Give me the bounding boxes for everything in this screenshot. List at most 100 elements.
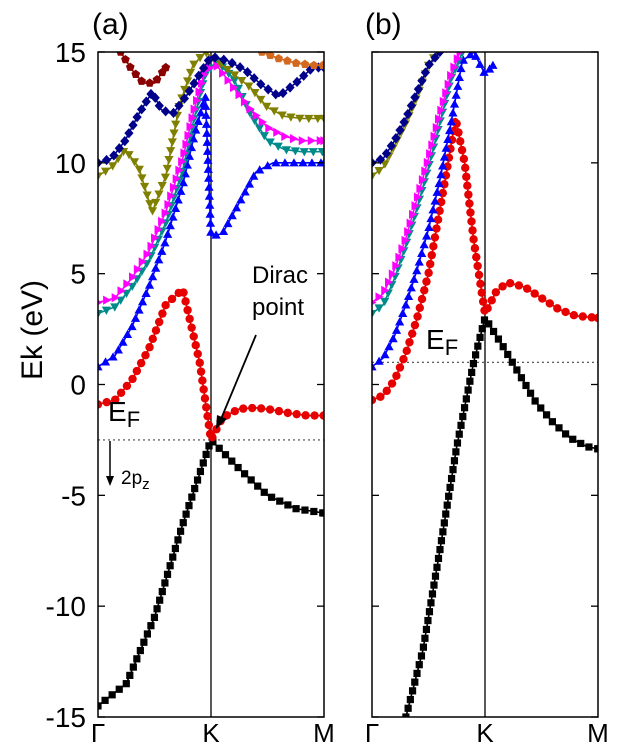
panel-a-band-2-point <box>148 272 158 281</box>
panel-b-band-1-point <box>426 259 435 269</box>
panel-a-band-5-point <box>108 162 118 171</box>
panel-a-band-0-point <box>320 509 324 517</box>
panel-a-band-6-point <box>198 62 209 74</box>
panel-b-band-1-point <box>522 284 532 293</box>
panel-a-band-2-point <box>236 195 246 204</box>
panel-a-band-1-point <box>132 366 142 376</box>
panel-b-x-tick-label: Γ <box>365 718 379 748</box>
panel-a-band-2-point <box>231 203 242 212</box>
panel-b-band-4-point <box>381 285 390 295</box>
panel-b-band-1-point <box>465 199 474 208</box>
panel-a-band-2-point <box>186 142 197 152</box>
panel-a-x-tick-label: K <box>202 718 220 748</box>
panel-b-band-3-point <box>372 309 377 319</box>
panel-b-band-0-point <box>452 448 460 456</box>
panel-a-band-2-point <box>154 255 164 264</box>
panel-a-band-4-point <box>213 61 222 71</box>
panel-b-band-6-point <box>386 140 396 151</box>
panel-b-band-1-point <box>466 208 475 217</box>
panel-a-band-4-point <box>273 127 282 137</box>
panel-a-band-1-point <box>136 358 146 368</box>
panel-a-band-0-point <box>171 544 179 553</box>
panel-a-band-6-point <box>109 150 119 161</box>
panel-a-band-0-point <box>126 671 134 679</box>
panel-a-band-1-point <box>256 404 266 413</box>
panel-a-band-1-point <box>167 294 177 304</box>
panel-a-band-4-point <box>184 130 193 141</box>
panel-a-band-0-point <box>185 502 193 510</box>
panel-b-band-4-point <box>444 79 453 89</box>
panel-a-band-0-point <box>254 482 262 490</box>
panel-b-band-2-point <box>417 248 427 257</box>
panel-a-band-6-point <box>179 93 190 104</box>
panel-a-band-0-point <box>163 570 172 578</box>
panel-a-band-1-point <box>128 374 137 384</box>
panel-a-band-0-point <box>174 536 182 544</box>
panel-b-band-1-point <box>437 197 446 207</box>
panel-a-band-0-point <box>215 444 223 452</box>
panel-b-band-1-point <box>422 277 431 286</box>
panel-a-band-5-point <box>244 82 254 91</box>
panel-a-band-4-point <box>172 174 181 184</box>
panel-b-band-0-point <box>522 381 530 390</box>
panel-b-band-2-point <box>424 222 434 231</box>
panel-a-band-1-point <box>198 376 207 385</box>
panel-b-band-0-point <box>526 389 535 397</box>
panel-a-band-1-point <box>319 411 324 420</box>
panel-a-band-0-point <box>193 476 202 484</box>
panel-b-band-6-point <box>403 108 413 120</box>
panel-b-band-0-point <box>421 634 429 642</box>
panel-b-band-0-point <box>555 424 563 432</box>
panel-b-band-1-point <box>474 270 484 280</box>
panel-a-band-2-point <box>163 229 173 238</box>
panel-b-band-4-point <box>411 201 420 211</box>
panel-a-band-5-point <box>124 151 134 160</box>
panel-b-band-3-point <box>380 297 390 306</box>
panel-a-band-1-point <box>148 334 157 344</box>
panel-a-band-6-point <box>203 55 214 66</box>
dirac-label-line2: point <box>252 294 304 321</box>
panel-a-band-7-point <box>137 76 146 85</box>
panel-a-band-6-point <box>242 67 253 78</box>
panel-a-band-6-point <box>150 92 160 103</box>
panel-a-plot-area <box>98 52 324 717</box>
panel-b-band-4-point <box>421 166 430 176</box>
panel-a-band-5-point <box>222 65 233 75</box>
panel-a-band-4-point <box>246 104 255 114</box>
panel-a-band-0-point <box>169 553 177 561</box>
panel-a-band-2-point <box>200 92 210 101</box>
panel-b-band-1-point <box>505 279 515 288</box>
panel-b-band-2-point <box>465 52 475 59</box>
panel-b-band-6-point <box>420 67 431 78</box>
panel-a: (a) Γ K M EF Dirac point 2pz <box>91 8 335 748</box>
panel-b-band-2-point <box>479 67 489 76</box>
panel-a-band-2-point <box>203 164 213 173</box>
panel-a-band-1-point <box>203 411 212 421</box>
panel-b-band-1-point <box>405 338 414 347</box>
panel-a-band-8-point <box>274 53 283 63</box>
panel-a-band-4-point <box>154 225 163 235</box>
panel-a-band-2-point <box>196 108 206 117</box>
panel-a-band-4-point <box>167 191 176 201</box>
panel-b-band-1-point <box>435 206 444 216</box>
panel-a-band-2-point <box>203 155 213 164</box>
panel-a-band-4-point <box>178 157 187 167</box>
panel-b-band-0-point <box>402 713 410 717</box>
panel-a-band-2-point <box>201 101 211 110</box>
panel-a-band-5-point <box>160 173 170 182</box>
panel-b-band-1-point <box>452 119 461 128</box>
panel-a-band-4-point <box>265 123 274 133</box>
panel-b-band-0-point <box>548 418 557 426</box>
panel-a-band-5-point <box>137 174 147 183</box>
panel-b-band-1-point <box>478 297 488 306</box>
panel-b-band-0-point <box>474 342 482 350</box>
panel-a-band-4-point <box>205 63 214 73</box>
panel-a-band-1-point <box>208 433 217 442</box>
panel-b-band-0-point <box>419 643 428 651</box>
panel-b-band-0-point <box>445 492 453 500</box>
panel-b-band-2-point <box>453 81 463 90</box>
panel-a-band-1-point <box>204 420 214 430</box>
panel-b-band-1-point <box>376 392 385 401</box>
y-tick-label: -15 <box>46 702 86 733</box>
panel-a-band-1-point <box>158 309 167 318</box>
